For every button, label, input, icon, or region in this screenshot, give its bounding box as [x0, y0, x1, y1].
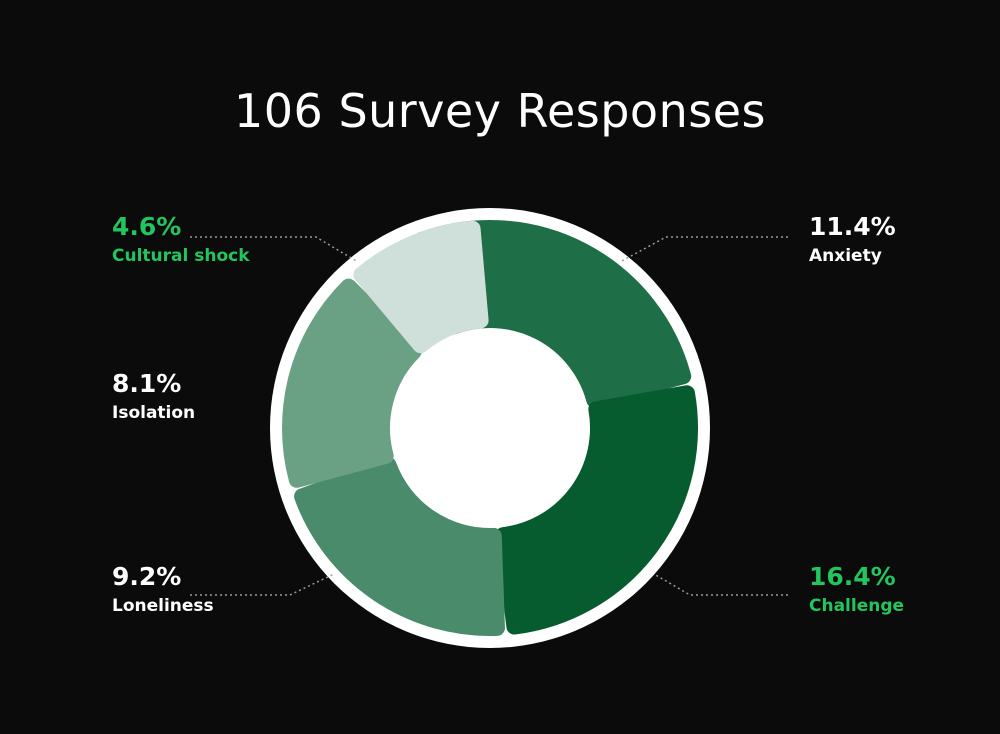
- label-cultural-shock-value: 4.6%: [112, 212, 182, 241]
- donut-center-hole: [394, 332, 586, 524]
- label-loneliness: 9.2% Loneliness: [112, 562, 214, 617]
- label-isolation: 8.1% Isolation: [112, 369, 195, 424]
- label-anxiety: 11.4% Anxiety: [809, 212, 896, 267]
- label-loneliness-name: Loneliness: [112, 596, 214, 616]
- label-anxiety-value: 11.4%: [809, 212, 896, 241]
- leader-lines: [190, 236, 788, 596]
- segment-anxiety: [413, 220, 692, 409]
- chart-title: 106 Survey Responses: [234, 84, 766, 138]
- donut-segments: [282, 220, 698, 636]
- segment-challenge: [495, 385, 698, 635]
- label-isolation-value: 8.1%: [112, 369, 182, 398]
- label-cultural-shock: 4.6% Cultural shock: [112, 212, 250, 267]
- segment-isolation: [282, 278, 422, 488]
- label-cultural-shock-name: Cultural shock: [112, 246, 250, 266]
- label-challenge-value: 16.4%: [809, 562, 896, 591]
- leader-line-anxiety: [619, 236, 788, 263]
- label-challenge: 16.4% Challenge: [809, 562, 904, 617]
- leader-line-cultural-shock: [190, 236, 359, 263]
- segment-loneliness: [294, 456, 505, 636]
- label-loneliness-value: 9.2%: [112, 562, 182, 591]
- segment-cultural-shock: [353, 220, 489, 354]
- label-anxiety-name: Anxiety: [809, 246, 882, 266]
- leader-line-loneliness: [190, 573, 335, 596]
- label-isolation-name: Isolation: [112, 403, 196, 423]
- label-challenge-name: Challenge: [809, 596, 905, 616]
- leader-line-challenge: [653, 573, 788, 596]
